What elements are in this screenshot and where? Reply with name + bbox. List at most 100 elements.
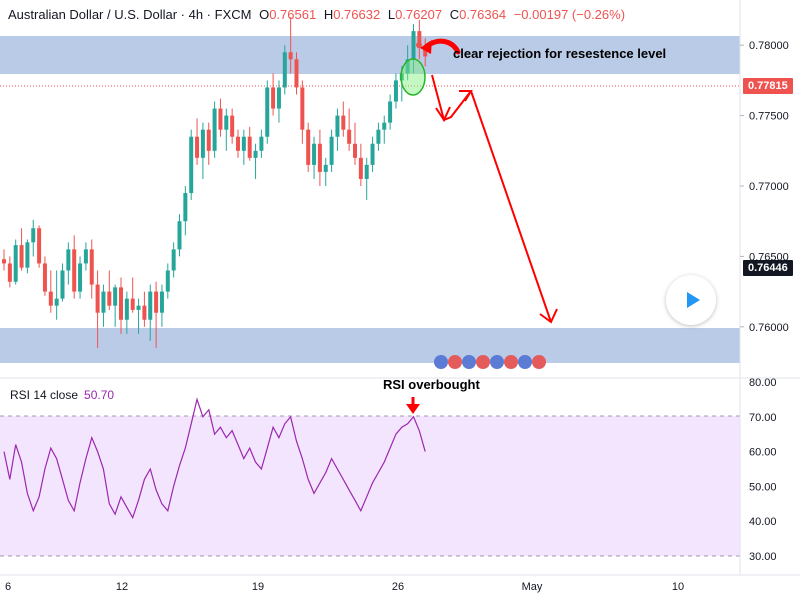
candle-body <box>294 59 299 88</box>
rejection-highlight-circle <box>400 58 426 96</box>
resistance-zone <box>0 36 740 74</box>
rsi-tick-label: 60.00 <box>749 447 777 459</box>
rsi-tick-label: 80.00 <box>749 377 777 389</box>
candle-body <box>2 259 6 264</box>
candle-body <box>417 31 422 49</box>
rsi-tick-label: 30.00 <box>749 551 777 563</box>
time-tick-label: 26 <box>392 581 404 593</box>
candle-body <box>388 101 393 123</box>
rsi-tick-label: 70.00 <box>749 412 777 424</box>
candle-body <box>142 305 147 320</box>
time-tick-label: 12 <box>116 581 128 593</box>
rsi-overbought-band <box>0 416 740 556</box>
event-icons[interactable] <box>434 355 546 369</box>
open-label: O <box>259 7 270 22</box>
candle-body <box>358 157 363 179</box>
candle-body <box>411 31 416 60</box>
rsi-legend[interactable]: RSI 14 close 50.70 <box>10 388 114 402</box>
candle-body <box>317 143 322 172</box>
candle-body <box>124 298 129 320</box>
low-label: L <box>387 7 396 22</box>
low-value: 0.76207 <box>395 7 443 22</box>
change-value: −0.00197 (−0.26%) <box>513 7 626 22</box>
candle-body <box>312 143 317 165</box>
rsi-tick-label: 50.00 <box>749 481 777 493</box>
candle-body <box>183 193 188 222</box>
rsi-axis[interactable]: 80.00 70.00 60.00 50.00 40.00 30.00 <box>749 377 777 563</box>
projection-arrow-head <box>539 308 558 324</box>
rsi-legend-value: 50.70 <box>84 388 115 402</box>
candle-body <box>37 228 42 264</box>
candles-group <box>2 17 428 348</box>
projection-path <box>431 74 472 122</box>
candle-body <box>323 164 328 172</box>
event-flag-icon[interactable] <box>504 355 518 369</box>
symbol-title[interactable]: Australian Dollar / U.S. Dollar · 4h · F… <box>8 7 252 22</box>
time-tick-label: 10 <box>672 581 684 593</box>
symbol-header[interactable]: Australian Dollar / U.S. Dollar · 4h · F… <box>8 7 625 22</box>
candle-body <box>107 291 112 306</box>
event-flag-icon[interactable] <box>434 355 448 369</box>
candle-body <box>206 129 211 151</box>
candle-body <box>119 287 123 320</box>
candle-body <box>382 122 387 130</box>
candle-body <box>230 115 235 137</box>
high-label: H <box>323 7 334 22</box>
candle-body <box>19 245 24 268</box>
candle-body <box>335 115 340 137</box>
candle-body <box>60 270 65 299</box>
curved-arrow-head-icon <box>420 40 432 54</box>
play-button[interactable] <box>666 275 716 325</box>
rsi-line <box>3 397 426 520</box>
candle-body <box>282 52 287 88</box>
candle-body <box>218 108 223 130</box>
candle-body <box>165 270 170 292</box>
close-value: 0.76364 <box>459 7 507 22</box>
candle-body <box>241 136 246 151</box>
candle-body <box>48 291 53 306</box>
candle-body <box>341 115 346 130</box>
candle-body <box>25 242 30 268</box>
time-tick-label: May <box>522 581 543 593</box>
candle-body <box>276 87 281 109</box>
candle-body <box>177 221 182 250</box>
rsi-legend-label: RSI 14 close <box>10 388 79 402</box>
time-tick-label: 19 <box>252 581 264 593</box>
event-flag-icon[interactable] <box>476 355 490 369</box>
time-axis[interactable]: 6 12 19 26 May 10 <box>5 581 684 593</box>
projection-arrow-line <box>470 90 552 323</box>
event-flag-icon[interactable] <box>490 355 504 369</box>
candle-body <box>89 249 94 285</box>
candle-body <box>224 115 229 130</box>
event-flag-icon[interactable] <box>462 355 476 369</box>
candle-body <box>376 129 381 144</box>
candle-body <box>66 249 71 271</box>
candle-body <box>259 136 264 151</box>
rsi-overbought-arrow-icon <box>406 404 420 414</box>
candle-body <box>236 136 240 151</box>
candle-body <box>189 136 194 194</box>
event-flag-icon[interactable] <box>518 355 532 369</box>
candle-body <box>347 129 352 144</box>
candle-body <box>364 164 369 179</box>
candle-body <box>300 87 305 130</box>
rsi-overbought-annotation: RSI overbought <box>383 377 480 392</box>
candle-body <box>42 263 47 292</box>
support-zone <box>0 328 740 363</box>
price-tick-label: 0.78000 <box>749 40 789 52</box>
candle-body <box>265 87 270 137</box>
candle-body <box>329 136 334 165</box>
time-tick-label: 6 <box>5 581 11 593</box>
event-flag-icon[interactable] <box>448 355 462 369</box>
candle-body <box>393 80 398 102</box>
price-tick-label: 0.77500 <box>749 111 789 123</box>
last-price-tag: 0.77815 <box>743 78 793 94</box>
candle-body <box>31 228 36 243</box>
candle-body <box>195 136 200 158</box>
candle-body <box>253 150 258 158</box>
candle-body <box>130 298 135 310</box>
event-flag-icon[interactable] <box>532 355 546 369</box>
candle-body <box>423 48 428 57</box>
candle-body <box>212 108 217 151</box>
